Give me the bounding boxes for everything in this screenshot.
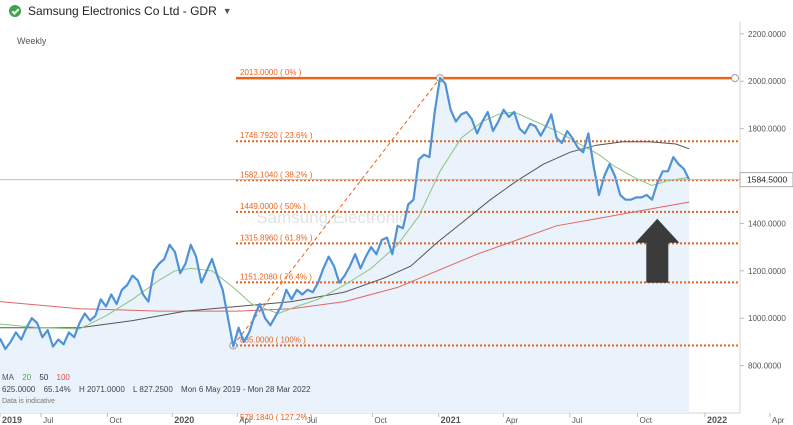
series-ma20 bbox=[0, 111, 690, 330]
instrument-title[interactable]: Samsung Electronics Co Ltd - GDR bbox=[28, 4, 217, 18]
y-tick-label: 1800.0000 bbox=[748, 125, 786, 134]
retracement-line bbox=[232, 77, 441, 346]
x-tick-label: Jul bbox=[572, 416, 582, 425]
legend-high: H 2071.0000 bbox=[78, 385, 125, 394]
x-tick-label: Apr bbox=[506, 416, 519, 425]
price-area bbox=[0, 77, 690, 413]
x-tick-label: 2020 bbox=[174, 415, 194, 425]
legend-ma-50: 50 bbox=[39, 373, 49, 382]
x-tick-label: Oct bbox=[374, 416, 387, 425]
legend-low: L 827.2500 bbox=[133, 385, 173, 394]
period-label: Weekly bbox=[17, 36, 47, 46]
series-ma50 bbox=[0, 141, 690, 329]
y-tick-label: 1400.0000 bbox=[748, 219, 786, 228]
y-tick-label: 2200.0000 bbox=[748, 30, 786, 39]
fib-level-label: 2013.0000 ( 0% ) bbox=[240, 68, 302, 77]
x-tick-label: Apr bbox=[772, 416, 785, 425]
fib-level-label: 1315.8960 ( 61.8% ) bbox=[240, 233, 313, 242]
legend-ma-label: MA bbox=[2, 373, 14, 382]
x-tick-label: Oct bbox=[109, 416, 122, 425]
chart-legend: MA 20 50 100 625.0000 65.14% H 2071.0000… bbox=[2, 372, 310, 408]
current-price-box bbox=[739, 172, 793, 188]
legend-ma-100: 100 bbox=[56, 373, 70, 382]
x-tick-label: 2019 bbox=[2, 415, 22, 425]
legend-change-pct: 65.14% bbox=[43, 385, 71, 394]
current-price-label: 1584.5000 bbox=[747, 175, 787, 185]
x-tick-label: 2021 bbox=[441, 415, 461, 425]
legend-ma-20: 20 bbox=[22, 373, 32, 382]
legend-change: 625.0000 bbox=[2, 385, 36, 394]
up-arrow-annotation bbox=[635, 218, 680, 283]
fib-level-label: 578.1840 ( 127.2% ) bbox=[240, 413, 313, 422]
fib-level-label: 1746.7920 ( 23.6% ) bbox=[240, 131, 313, 140]
fib-handle bbox=[731, 74, 739, 83]
x-tick-label: 2022 bbox=[707, 415, 727, 425]
series-price bbox=[0, 76, 691, 351]
legend-range: Mon 6 May 2019 - Mon 28 Mar 2022 bbox=[181, 385, 311, 394]
y-tick-label: 1200.0000 bbox=[748, 267, 786, 276]
fib-level-label: 1582.1040 ( 38.2% ) bbox=[240, 170, 313, 179]
y-tick-label: 800.0000 bbox=[748, 362, 782, 371]
x-tick-label: Apr bbox=[239, 416, 252, 425]
chart-header: Samsung Electronics Co Ltd - GDR ▼ bbox=[0, 0, 793, 22]
verified-check-icon bbox=[9, 5, 21, 17]
fib-level-label: 1449.0000 ( 50% ) bbox=[240, 202, 306, 211]
x-tick-label: Oct bbox=[639, 416, 652, 425]
x-tick-label: Jul bbox=[307, 416, 317, 425]
legend-note: Data is indicative bbox=[2, 398, 55, 405]
fib-level-label: 885.0000 ( 100% ) bbox=[240, 335, 306, 344]
fib-level-label: 1151.2080 ( 76.4% ) bbox=[240, 272, 312, 281]
x-tick-label: Jul bbox=[43, 416, 53, 425]
chevron-down-icon[interactable]: ▼ bbox=[222, 6, 232, 16]
y-tick-label: 1000.0000 bbox=[748, 314, 786, 323]
y-tick-label: 2000.0000 bbox=[748, 77, 786, 86]
